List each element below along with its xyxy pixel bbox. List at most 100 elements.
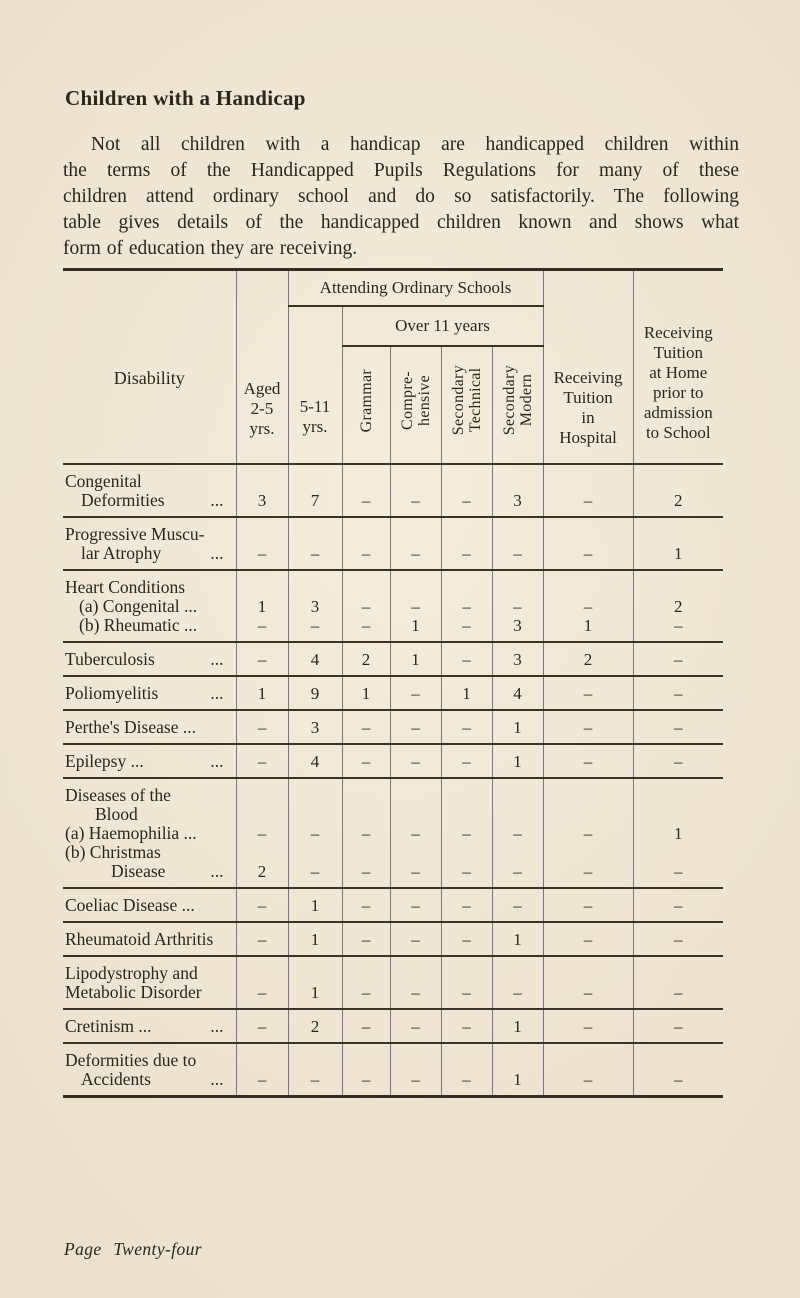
value-cell: – xyxy=(492,517,544,570)
value-cell: – xyxy=(236,956,289,1009)
value-cell: – xyxy=(441,710,493,744)
value-cell: – xyxy=(633,744,723,778)
disability-text: (b) Christmas xyxy=(65,842,161,862)
cell-value: – xyxy=(583,544,593,563)
disability-text: Deformities xyxy=(81,490,165,510)
disability-text: Congenital xyxy=(65,471,142,491)
value-cell: 1 xyxy=(492,1043,544,1097)
cell-value: – xyxy=(411,752,420,771)
value-cell: – xyxy=(390,676,442,710)
cell-value: – xyxy=(257,930,267,949)
value-cell: – xyxy=(633,1043,723,1097)
cell-value: – xyxy=(674,1017,683,1036)
page-title: Children with a Handicap xyxy=(65,86,306,110)
cell-value xyxy=(493,843,543,862)
cell-value: – xyxy=(257,896,267,915)
disability-label-line: (b) Rheumatic ... xyxy=(65,616,236,635)
attending-ordinary-schools-header: Attending Ordinary Schools xyxy=(288,269,544,307)
value-cell: – xyxy=(342,922,391,956)
value-cell: 1 xyxy=(441,676,493,710)
cell-value: 1 xyxy=(310,896,320,915)
cell-value: 4 xyxy=(310,650,320,669)
cell-value: – xyxy=(513,896,522,915)
cell-value: 2 xyxy=(674,491,683,510)
value-cell: – xyxy=(390,464,442,517)
value-cell: – xyxy=(236,1009,289,1043)
table-row-progressive-muscular-atrophy: Progressive Muscu-lar Atrophy... – – – – – – – 1 xyxy=(63,517,724,570)
value-cell: – xyxy=(543,922,634,956)
handicapped-children-table: Disability Aged 2-5 yrs. Attending Ordin… xyxy=(63,268,724,1098)
disability-label: Lipodystrophy and Metabolic Disorder xyxy=(63,956,237,1009)
cell-value: – xyxy=(361,983,371,1002)
disability-label-line: Rheumatoid Arthritis xyxy=(65,930,236,949)
value-cell: – xyxy=(441,1009,493,1043)
disability-label-line: Metabolic Disorder xyxy=(65,983,236,1002)
cell-value: – xyxy=(583,862,593,881)
col-grammar-header: Grammar xyxy=(342,346,391,464)
cell-value: – xyxy=(674,616,683,635)
value-cell: 2 xyxy=(543,642,634,676)
value-cell: – – xyxy=(342,570,391,642)
cell-value: – xyxy=(361,616,371,635)
value-cell: – xyxy=(492,888,544,922)
cell-value: – xyxy=(257,752,267,771)
value-cell: – xyxy=(441,956,493,1009)
value-cell: –1 xyxy=(543,570,634,642)
disability-text: Rheumatoid Arthritis xyxy=(65,929,214,949)
cell-value: – xyxy=(257,824,267,843)
leader-dots: ... xyxy=(210,861,224,881)
disability-label: Coeliac Disease ... xyxy=(63,888,237,922)
cell-value: – xyxy=(310,862,320,881)
cell-value: – xyxy=(411,896,420,915)
disability-label-line: Accidents... xyxy=(65,1070,236,1089)
cell-value: 2 xyxy=(257,862,267,881)
leader-dots: ... xyxy=(210,490,224,510)
cell-value: 7 xyxy=(310,491,320,510)
value-cell: – xyxy=(288,517,343,570)
secondary-modern-label: Secondary Modern xyxy=(500,365,535,436)
cell-value: – xyxy=(462,930,471,949)
value-cell: – xyxy=(633,1009,723,1043)
grammar-label: Grammar xyxy=(357,368,375,433)
cell-value xyxy=(391,843,441,862)
value-cell: – – xyxy=(288,778,343,888)
value-cell: 2 xyxy=(342,642,391,676)
cell-value: – xyxy=(257,544,267,563)
cell-value: – xyxy=(462,1070,471,1089)
cell-value: – xyxy=(361,930,371,949)
cell-value: – xyxy=(674,896,683,915)
cell-value: – xyxy=(411,862,420,881)
cell-value: – xyxy=(583,930,593,949)
value-cell: – xyxy=(543,888,634,922)
cell-value: – xyxy=(462,983,471,1002)
table-row-congenital-deformities: Congenital Deformities... 3 7 – – – 3 – 2 xyxy=(63,464,724,517)
cell-value: – xyxy=(462,616,471,635)
col-disability-header: Disability xyxy=(63,269,237,464)
value-cell: 1 xyxy=(342,676,391,710)
value-cell: – xyxy=(633,922,723,956)
disability-label-line: Deformities due to xyxy=(65,1051,236,1070)
table-row-diseases-of-the-blood: Diseases of the Blood (a) Haemophilia ...(… xyxy=(63,778,724,888)
cell-value: – xyxy=(361,1017,371,1036)
value-cell: – xyxy=(543,744,634,778)
value-cell: – xyxy=(543,1043,634,1097)
cell-value: – xyxy=(411,544,420,563)
cell-value: – xyxy=(674,983,683,1002)
disability-text: Diseases of the xyxy=(65,785,171,805)
value-cell: – xyxy=(441,1043,493,1097)
intro-line: the terms of the Handicapped Pupils Regu… xyxy=(63,160,739,181)
disability-label: Diseases of the Blood (a) Haemophilia ...(… xyxy=(63,778,237,888)
cell-value: 1 xyxy=(583,616,593,635)
value-cell: – – xyxy=(342,778,391,888)
col-secondary-technical-header: Secondary Technical xyxy=(441,346,493,464)
over-11-years-header: Over 11 years xyxy=(342,306,544,347)
value-cell: – xyxy=(390,1043,442,1097)
cell-value: – xyxy=(513,597,522,616)
cell-value: – xyxy=(462,752,471,771)
intro-line: form of education they are receiving. xyxy=(63,238,358,259)
cell-value: – xyxy=(583,1017,593,1036)
disability-label-line: Congenital xyxy=(65,472,236,491)
leader-dots: ... xyxy=(210,1069,224,1089)
value-cell: 1 xyxy=(236,676,289,710)
disability-label: Poliomyelitis... xyxy=(63,676,237,710)
